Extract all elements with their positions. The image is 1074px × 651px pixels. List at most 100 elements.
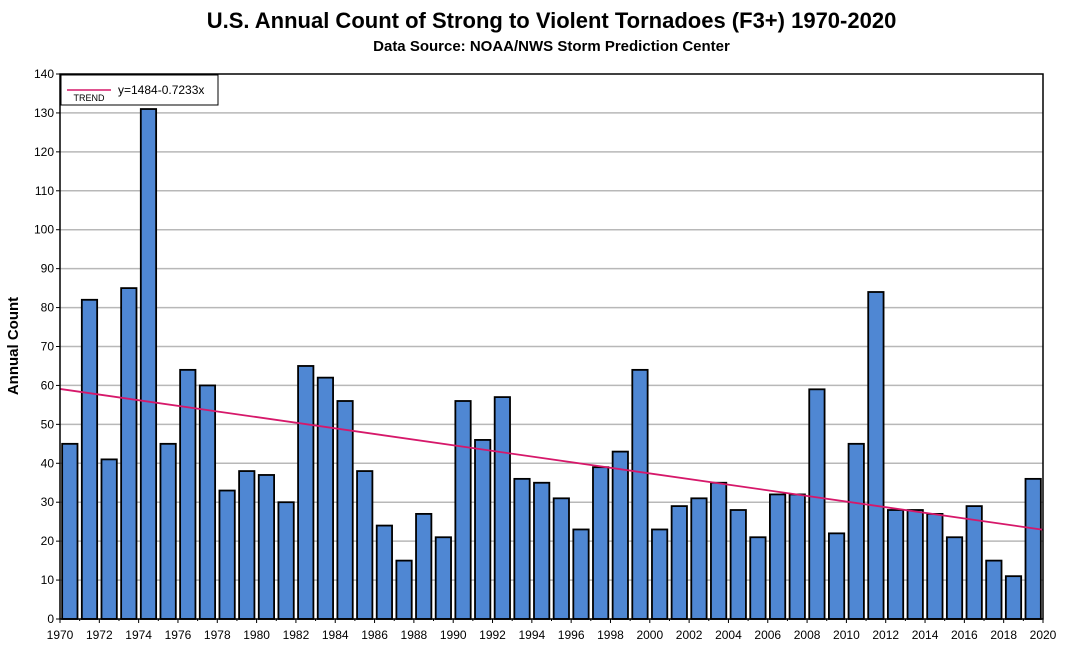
- y-tick-label: 60: [41, 378, 55, 392]
- bar-2019: [1024, 477, 1042, 620]
- bar-1989: [434, 536, 452, 620]
- y-tick-label: 120: [34, 145, 54, 159]
- y-tick-label: 90: [41, 262, 55, 276]
- bar-2007: [788, 493, 806, 620]
- y-axis-label: Annual Count: [5, 297, 22, 395]
- bar-1983: [316, 376, 334, 620]
- trend-group: [59, 388, 1044, 531]
- y-tick-label: 100: [34, 223, 54, 237]
- bar-1985: [356, 470, 374, 620]
- x-tick-label: 1976: [165, 628, 192, 642]
- bar-2000: [651, 528, 669, 620]
- x-tick-label: 2016: [951, 628, 978, 642]
- bars-group: [61, 108, 1042, 620]
- bar-1986: [375, 524, 393, 620]
- bar-2012: [886, 509, 905, 620]
- x-tick-label: 1988: [401, 628, 428, 642]
- bar-2018: [1004, 575, 1023, 620]
- x-tick-label: 2012: [872, 628, 899, 642]
- x-tick-label: 1980: [243, 628, 270, 642]
- y-tick-label: 10: [41, 573, 55, 587]
- bar-1997: [592, 466, 610, 620]
- y-tick-label: 50: [41, 417, 55, 431]
- x-tick-label: 1990: [440, 628, 467, 642]
- bar-2013: [906, 509, 924, 620]
- bar-1995: [552, 497, 570, 620]
- x-axis-ticks: 1970 1972 1974 1976 1978 1980 1982 1984 1986 1988…: [47, 619, 1057, 642]
- bar-2017: [985, 559, 1003, 620]
- x-tick-label: 1994: [518, 628, 545, 642]
- x-tick-label: 2004: [715, 628, 742, 642]
- y-tick-label: 40: [41, 456, 55, 470]
- x-tick-label: 1970: [47, 628, 74, 642]
- x-tick-label: 2014: [912, 628, 939, 642]
- bar-2009: [828, 532, 846, 620]
- y-tick-label: 130: [34, 106, 54, 120]
- y-tick-label: 30: [41, 495, 55, 509]
- bar-2004: [729, 509, 747, 620]
- bar-1972: [100, 458, 118, 620]
- bar-1988: [415, 512, 433, 620]
- bar-1980: [257, 474, 275, 620]
- x-tick-label: 1972: [86, 628, 113, 642]
- bar-1991: [474, 439, 492, 620]
- bar-2008: [808, 388, 826, 620]
- bar-1998: [611, 450, 629, 620]
- x-tick-label: 1986: [361, 628, 388, 642]
- x-tick-label: 2002: [676, 628, 703, 642]
- x-tick-label: 2008: [794, 628, 821, 642]
- x-tick-label: 2020: [1030, 628, 1057, 642]
- bar-1973: [120, 287, 138, 620]
- bar-1999: [631, 368, 649, 620]
- trend-legend: TREND y=1484-0.7233x: [60, 74, 219, 106]
- x-tick-label: 1996: [558, 628, 585, 642]
- bar-1990: [454, 400, 472, 620]
- bar-1984: [336, 400, 354, 620]
- y-tick-label: 140: [34, 67, 54, 81]
- chart-title: U.S. Annual Count of Strong to Violent T…: [206, 8, 897, 33]
- chart-subtitle: Data Source: NOAA/NWS Storm Prediction C…: [373, 38, 730, 55]
- x-tick-label: 1992: [479, 628, 506, 642]
- bar-2001: [670, 505, 688, 620]
- y-tick-label: 20: [41, 534, 55, 548]
- bar-1994: [533, 481, 551, 620]
- bar-2014: [926, 512, 944, 620]
- x-tick-label: 1974: [125, 628, 152, 642]
- y-axis-ticks: 0 10 20 30 40 50 60 70 80 90 100 110 120 130 140: [34, 67, 60, 626]
- x-tick-label: 1982: [283, 628, 310, 642]
- y-tick-label: 80: [41, 301, 55, 315]
- x-tick-label: 1984: [322, 628, 349, 642]
- bar-1981: [277, 501, 295, 620]
- bar-1987: [395, 559, 413, 620]
- bar-2016: [965, 505, 983, 620]
- bar-1970: [61, 442, 79, 620]
- x-tick-label: 1978: [204, 628, 231, 642]
- bar-1993: [513, 477, 531, 620]
- bar-2010: [847, 442, 865, 620]
- bar-1971: [80, 298, 99, 620]
- bar-1979: [238, 470, 256, 620]
- bar-1974: [139, 108, 158, 620]
- legend-trend-label: TREND: [74, 93, 105, 103]
- legend-trend-equation: y=1484-0.7233x: [118, 83, 204, 97]
- x-tick-label: 2006: [754, 628, 781, 642]
- y-tick-label: 70: [41, 340, 55, 354]
- bar-2006: [769, 493, 787, 620]
- x-tick-label: 2018: [990, 628, 1017, 642]
- bar-1996: [572, 528, 590, 620]
- y-tick-label: 0: [47, 612, 54, 626]
- y-tick-label: 110: [35, 184, 54, 198]
- bar-1977: [198, 384, 217, 620]
- bar-2015: [945, 536, 964, 620]
- trend-line: [59, 388, 1044, 531]
- bar-1992: [493, 396, 511, 620]
- bar-2002: [690, 497, 708, 620]
- bar-1978: [218, 489, 236, 620]
- bar-2005: [749, 536, 767, 620]
- x-tick-label: 1998: [597, 628, 624, 642]
- bar-1975: [159, 442, 177, 620]
- bar-1982: [297, 365, 315, 620]
- x-tick-label: 2010: [833, 628, 860, 642]
- bar-2003: [710, 481, 728, 620]
